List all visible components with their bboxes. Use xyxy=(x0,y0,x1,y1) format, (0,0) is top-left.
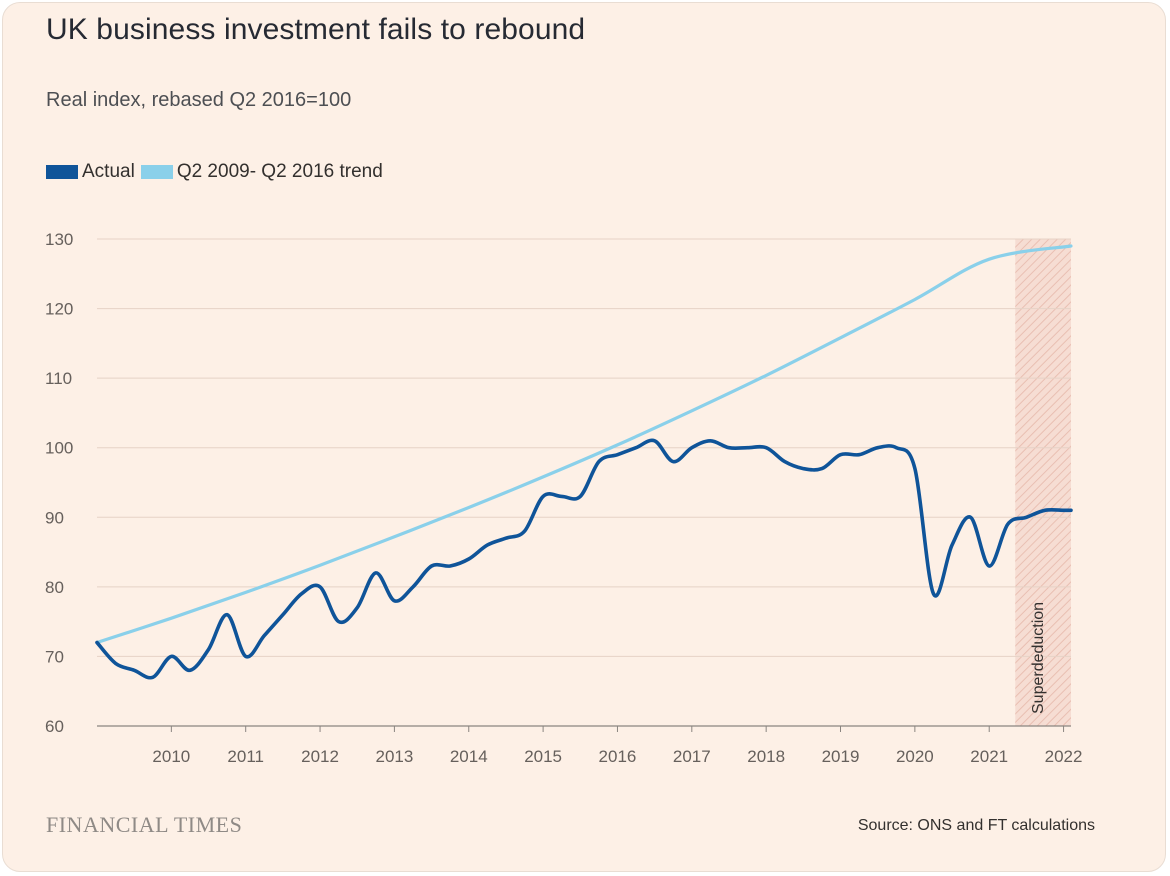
chart-subtitle: Real index, rebased Q2 2016=100 xyxy=(46,89,352,111)
y-tick-label: 130 xyxy=(45,230,73,249)
y-tick-label: 80 xyxy=(45,578,64,597)
x-tick-label: 2013 xyxy=(375,747,413,766)
y-tick-label: 70 xyxy=(45,647,64,666)
chart-legend: Actual Q2 2009- Q2 2016 trend xyxy=(46,161,389,183)
superdeduction-label: Superdeduction xyxy=(1030,602,1047,714)
x-tick-label: 2017 xyxy=(673,747,711,766)
y-tick-label: 60 xyxy=(45,717,64,736)
y-tick-label: 90 xyxy=(45,508,64,527)
ft-logo-wordmark: FINANCIAL TIMES xyxy=(46,812,243,837)
x-tick-label: 2014 xyxy=(450,747,488,766)
x-tick-label: 2022 xyxy=(1045,747,1083,766)
y-tick-label: 110 xyxy=(45,369,72,388)
y-tick-label: 120 xyxy=(45,300,73,319)
x-tick-label: 2020 xyxy=(896,747,934,766)
x-tick-label: 2021 xyxy=(970,747,1008,766)
x-tick-label: 2015 xyxy=(524,747,562,766)
source-note: Source: ONS and FT calculations xyxy=(857,817,1095,834)
x-tick-label: 2012 xyxy=(301,747,339,766)
y-tick-label: 100 xyxy=(45,439,73,458)
series-line-trend xyxy=(95,244,1073,645)
line-chart: 60 70 80 90 100 110 120 130 2010 2011 2012 2013 2014… xyxy=(45,230,1083,766)
legend-item-trend: Q2 2009- Q2 2016 trend xyxy=(140,161,383,183)
x-tick-label: 2010 xyxy=(152,747,190,766)
legend-swatch-trend xyxy=(140,165,173,179)
x-tick-label: 2016 xyxy=(599,747,637,766)
legend-label-trend: Q2 2009- Q2 2016 trend xyxy=(176,161,383,182)
legend-item-actual: Actual xyxy=(46,161,135,183)
x-tick-label: 2018 xyxy=(747,747,785,766)
legend-label-actual: Actual xyxy=(82,161,135,182)
series-line-actual xyxy=(95,438,1073,680)
chart-title: UK business investment fails to rebound xyxy=(46,13,586,46)
x-tick-label: 2011 xyxy=(227,747,264,766)
legend-swatch-actual xyxy=(46,165,78,179)
superdeduction-band xyxy=(1015,239,1071,726)
x-tick-label: 2019 xyxy=(822,747,860,766)
